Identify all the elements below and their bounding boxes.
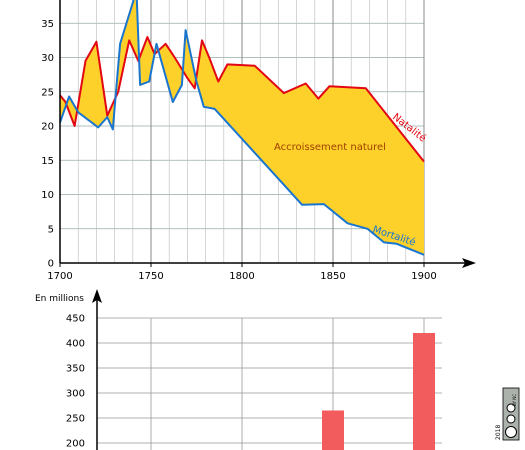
bar-1900: [413, 333, 435, 450]
line-y-tick-0: 0: [48, 259, 54, 270]
line-y-tick-20: 20: [41, 122, 54, 133]
line-x-tick-1700: 1700: [47, 271, 72, 282]
bar-1850: [322, 410, 344, 450]
line-y-tick-5: 5: [48, 224, 54, 235]
bar-y-tick-300: 300: [66, 389, 85, 400]
cc-badge-text: BY NC: [512, 394, 517, 406]
cc-license-badge: BY NC 2018: [495, 387, 520, 441]
bar-chart-grid: [97, 317, 442, 450]
line-x-tick-1800: 1800: [229, 271, 254, 282]
bar-y-axis-title: En millions: [35, 294, 84, 304]
line-chart-marks: [59, 0, 425, 256]
bar-y-tick-350: 350: [66, 364, 85, 375]
line-chart-axes: 0 5 10 15 20 25 30 35 1700 1750 1800 1850 1900: [41, 0, 476, 282]
line-y-tick-35: 35: [41, 19, 54, 30]
by-person-icon: [506, 414, 516, 424]
line-x-tick-1850: 1850: [320, 271, 345, 282]
accroissement-naturel-label: Accroissement naturel: [274, 142, 386, 153]
line-x-tick-1900: 1900: [411, 271, 436, 282]
bar-y-tick-200: 200: [66, 439, 85, 450]
natural-increase-area: [60, 0, 424, 255]
bar-y-tick-450: 450: [66, 314, 85, 325]
cc-badge-box: [502, 387, 520, 441]
line-y-tick-25: 25: [41, 87, 54, 98]
line-x-tick-1750: 1750: [138, 271, 163, 282]
natalite-line: [59, 36, 425, 163]
nc-dollar-icon: [506, 403, 516, 413]
x-axis-arrow-icon: [462, 258, 476, 268]
bar-y-tick-400: 400: [66, 339, 85, 350]
cc-logo-icon: [505, 426, 517, 438]
line-y-tick-15: 15: [41, 156, 54, 167]
bar-chart-axes: 200 250 300 350 400 450: [66, 289, 102, 450]
line-y-tick-10: 10: [41, 190, 54, 201]
license-year: 2018: [495, 425, 502, 440]
mortalite-line: [59, 0, 425, 256]
bar-chart-marks: [322, 333, 435, 450]
line-y-tick-30: 30: [41, 53, 54, 64]
bar-y-tick-250: 250: [66, 414, 85, 425]
y-axis-arrow-icon: [92, 289, 102, 303]
